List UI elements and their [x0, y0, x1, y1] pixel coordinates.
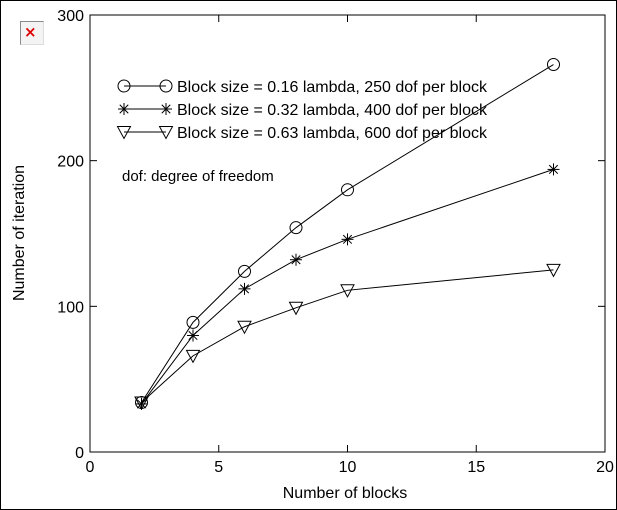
data-point-asterisk [341, 233, 354, 246]
data-point-triangle-down [185, 349, 201, 364]
data-point-asterisk [135, 397, 148, 410]
data-point-asterisk [238, 282, 251, 295]
data-point-circle [186, 315, 200, 329]
broken-image-icon: × [20, 21, 44, 45]
data-point-triangle-down [340, 284, 355, 298]
data-point-asterisk [187, 329, 199, 342]
y-axis-label: Number of iteration [11, 165, 28, 301]
data-point-triangle-down [237, 320, 252, 335]
legend-entry: Block size = 0.63 lambda, 600 dof per bl… [177, 125, 488, 142]
data-point-triangle-down [546, 263, 561, 278]
x-tick-label: 15 [467, 459, 485, 476]
legend-marker-asterisk [118, 103, 130, 115]
x-axis-label: Number of blocks [283, 485, 408, 502]
chart-legend: Block size = 0.16 lambda, 250 dof per bl… [116, 79, 488, 142]
x-tick-label: 5 [214, 459, 223, 476]
series-line-3 [141, 269, 554, 403]
chart-axes [89, 14, 606, 453]
dof-annotation: dof: degree of freedom [122, 168, 274, 185]
y-tick-label: 0 [75, 445, 84, 462]
legend-marker-circle [117, 79, 131, 93]
y-tick-label: 200 [57, 154, 84, 171]
legend-marker-triangle-down [116, 126, 132, 140]
legend-marker-asterisk [160, 103, 172, 115]
legend-marker-triangle-down [158, 126, 174, 140]
data-point-circle [289, 221, 303, 235]
data-point-triangle-down [288, 301, 304, 316]
series-markers [134, 58, 561, 411]
data-point-asterisk [290, 253, 302, 266]
series-lines [141, 64, 554, 405]
data-point-circle [547, 58, 560, 72]
data-point-asterisk [547, 163, 560, 176]
x-tick-label: 10 [339, 459, 357, 476]
legend-marker-circle [159, 79, 173, 93]
data-point-circle [341, 183, 354, 197]
series-line-1 [141, 64, 554, 403]
series-line-2 [141, 168, 554, 405]
data-point-circle [238, 264, 251, 278]
y-tick-label: 300 [57, 8, 84, 25]
legend-entry: Block size = 0.32 lambda, 400 dof per bl… [177, 102, 488, 119]
data-point-triangle-down [134, 396, 149, 411]
x-tick-label: 20 [596, 459, 614, 476]
x-tick-label: 0 [86, 459, 95, 476]
legend-entry: Block size = 0.16 lambda, 250 dof per bl… [177, 79, 488, 96]
y-tick-label: 100 [57, 299, 84, 316]
